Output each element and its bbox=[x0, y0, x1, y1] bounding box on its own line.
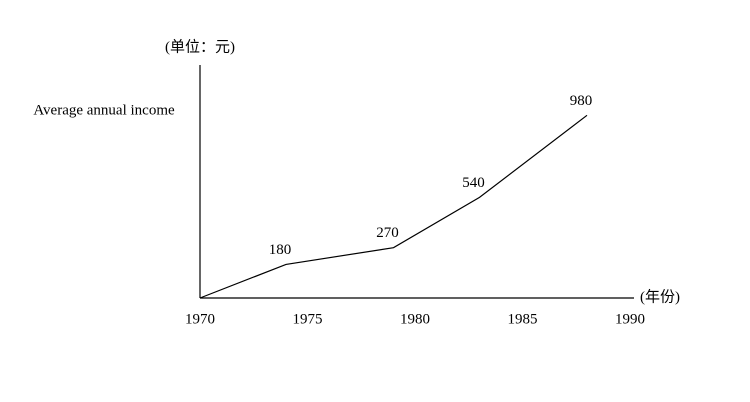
x-tick-label: 1970 bbox=[185, 311, 215, 327]
y-axis-label: Average annual income bbox=[33, 102, 175, 118]
x-axis-label: (年份) bbox=[640, 288, 680, 305]
data-label: 540 bbox=[462, 175, 485, 191]
data-line bbox=[199, 114, 588, 299]
x-tick-label: 1985 bbox=[508, 311, 538, 327]
data-label: 980 bbox=[570, 93, 593, 109]
x-tick-label: 1990 bbox=[615, 311, 645, 327]
x-tick-label: 1980 bbox=[400, 311, 430, 327]
data-label: 180 bbox=[269, 242, 292, 258]
x-tick-label: 1975 bbox=[293, 311, 323, 327]
data-label: 270 bbox=[376, 225, 399, 241]
unit-label: (单位：元) bbox=[165, 38, 235, 55]
